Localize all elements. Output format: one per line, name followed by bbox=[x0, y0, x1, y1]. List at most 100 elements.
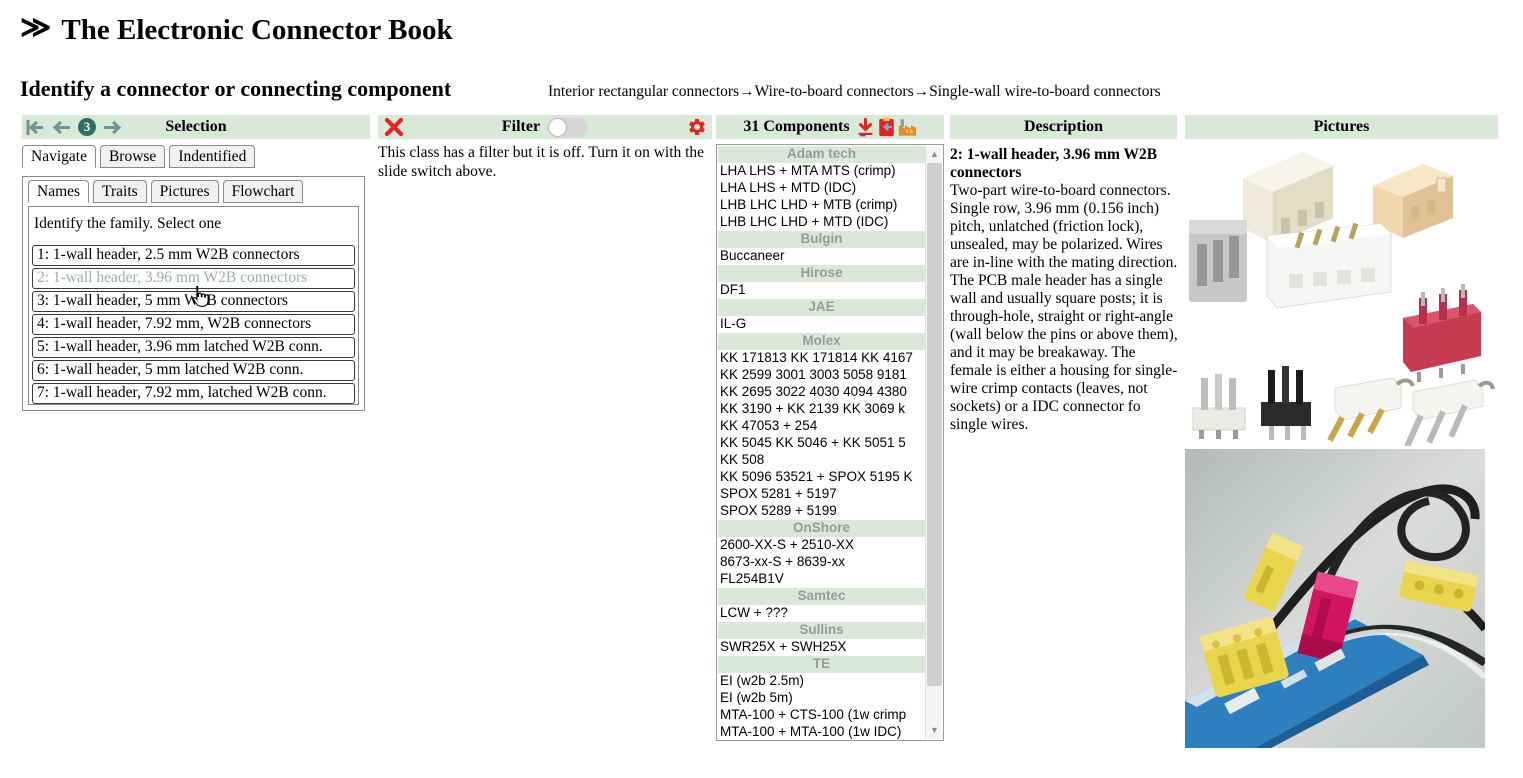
component-item[interactable]: LHB LHC LHD + MTD (IDC) bbox=[718, 214, 925, 231]
forward-arrow-icon[interactable] bbox=[103, 119, 122, 136]
component-item[interactable]: KK 5096 53521 + SPOX 5195 K bbox=[718, 469, 925, 486]
first-page-icon[interactable] bbox=[26, 119, 45, 136]
manufacturer-header: Bulgin bbox=[718, 231, 925, 248]
component-item[interactable]: MTA-100 + MTA-100 (1w IDC) bbox=[718, 724, 925, 739]
pictures-title: Pictures bbox=[1313, 118, 1370, 135]
component-item[interactable]: Buccaneer bbox=[718, 248, 925, 265]
navigate-panel: Names Traits Pictures Flowchart Identify th… bbox=[22, 176, 365, 411]
white-ra-header bbox=[1192, 374, 1246, 439]
back-arrow-icon[interactable] bbox=[52, 119, 71, 136]
white-header-silver-pins bbox=[1404, 379, 1495, 446]
filter-toggle[interactable] bbox=[548, 117, 589, 137]
yellow-connector-top bbox=[1244, 532, 1304, 611]
manufacturer-header: Molex bbox=[718, 333, 925, 350]
component-item[interactable]: KK 3190 + KK 2139 KK 3069 k bbox=[718, 401, 925, 418]
subtab-flowchart[interactable]: Flowchart bbox=[222, 180, 304, 203]
scroll-down-icon[interactable]: ▼ bbox=[930, 725, 939, 735]
family-option-3[interactable]: 3: 1-wall header, 5 mm W2B connectors bbox=[32, 291, 355, 312]
manufacturer-header: Adam tech bbox=[718, 146, 925, 163]
component-item[interactable]: EI (w2b 2.5m) bbox=[718, 673, 925, 690]
component-item[interactable]: LHA LHS + MTD (IDC) bbox=[718, 180, 925, 197]
components-header-bar: 31 Components bbox=[716, 115, 944, 139]
component-item[interactable]: FL254B1V bbox=[718, 571, 925, 588]
family-option-7[interactable]: 7: 1-wall header, 7.92 mm, latched W2B c… bbox=[32, 383, 355, 404]
description-title-label: Description bbox=[1023, 118, 1104, 135]
component-item[interactable]: KK 5045 KK 5046 + KK 5051 5 bbox=[718, 435, 925, 452]
description-family-title: 2: 1-wall header, 3.96 mm W2B connectors bbox=[950, 146, 1158, 181]
filter-title: Filter bbox=[501, 118, 541, 135]
manufacturer-header: Hirose bbox=[718, 265, 925, 282]
selection-nav: 3 bbox=[26, 115, 122, 139]
component-item[interactable]: MTA-100 + CTS-100 (1w crimp bbox=[718, 707, 925, 724]
component-item[interactable]: EI (w2b 5m) bbox=[718, 690, 925, 707]
app-title: The Electronic Connector Book bbox=[61, 14, 453, 46]
component-item[interactable]: SPOX 5289 + 5199 bbox=[718, 503, 925, 520]
manufacturer-header: Sullins bbox=[718, 622, 925, 639]
names-panel: Identify the family. Select one 1: 1-wal… bbox=[28, 206, 359, 405]
component-item[interactable]: SWR25X + SWH25X bbox=[718, 639, 925, 656]
component-item[interactable]: IL-G bbox=[718, 316, 925, 333]
component-item[interactable]: KK 2695 3022 4030 4094 4380 bbox=[718, 384, 925, 401]
family-option-2[interactable]: 2: 1-wall header, 3.96 mm W2B connectors bbox=[32, 268, 355, 289]
component-item[interactable]: DF1 bbox=[718, 282, 925, 299]
component-item[interactable]: SPOX 5281 + 5197 bbox=[718, 486, 925, 503]
scroll-thumb[interactable] bbox=[927, 163, 942, 686]
cream-housing bbox=[1243, 152, 1333, 244]
factory-icon[interactable] bbox=[898, 117, 917, 137]
subtab-pictures[interactable]: Pictures bbox=[150, 180, 219, 203]
components-toolbar bbox=[856, 117, 917, 137]
tab-navigate[interactable]: Navigate bbox=[22, 145, 96, 168]
family-option-5[interactable]: 5: 1-wall header, 3.96 mm latched W2B co… bbox=[32, 337, 355, 358]
red-connector bbox=[1403, 284, 1481, 382]
manufacturer-header: Samtec bbox=[718, 588, 925, 605]
scroll-up-icon[interactable]: ▲ bbox=[930, 149, 939, 159]
component-item[interactable]: LHA LHS + MTA MTS (crimp) bbox=[718, 163, 925, 180]
component-item[interactable]: LCW + ??? bbox=[718, 605, 925, 622]
family-option-1[interactable]: 1: 1-wall header, 2.5 mm W2B connectors bbox=[32, 245, 355, 266]
component-item[interactable]: KK 2599 3001 3003 5058 9181 bbox=[718, 367, 925, 384]
app-header: ≫ The Electronic Connector Book bbox=[20, 10, 453, 47]
components-scrollbar[interactable]: ▲ ▼ bbox=[925, 146, 942, 739]
connector-collage-image bbox=[1185, 140, 1498, 446]
component-item[interactable]: 2600-XX-S + 2510-XX bbox=[718, 537, 925, 554]
manufacturer-header: TE bbox=[718, 656, 925, 673]
components-rows: Adam tech LHA LHS + MTA MTS (crimp) LHA LH… bbox=[718, 146, 925, 739]
breadcrumb: Interior rectangular connectors→Wire-to-… bbox=[548, 83, 1161, 100]
yellow-connector-right bbox=[1399, 559, 1479, 612]
gear-icon[interactable] bbox=[687, 117, 707, 137]
component-item[interactable]: KK 47053 + 254 bbox=[718, 418, 925, 435]
tab-indentified[interactable]: Indentified bbox=[169, 145, 256, 168]
double-chevron-icon: ≫ bbox=[20, 10, 52, 44]
instruction-text: Identify the family. Select one bbox=[34, 215, 222, 232]
toggle-knob bbox=[549, 118, 567, 136]
pictures-header-bar: Pictures bbox=[1185, 115, 1498, 139]
sub-tabs: Names Traits Pictures Flowchart bbox=[28, 180, 307, 203]
white-receptacle bbox=[1266, 222, 1392, 309]
components-list: Adam tech LHA LHS + MTA MTS (crimp) LHA LH… bbox=[716, 144, 944, 741]
selection-header-bar: 3 Selection bbox=[22, 115, 370, 139]
family-option-list: 1: 1-wall header, 2.5 mm W2B connectors 2… bbox=[32, 245, 355, 404]
tab-browse[interactable]: Browse bbox=[99, 145, 166, 168]
description-header-bar: Description bbox=[950, 115, 1177, 139]
component-item[interactable]: LHB LHC LHD + MTB (crimp) bbox=[718, 197, 925, 214]
step-number-badge[interactable]: 3 bbox=[78, 118, 96, 136]
component-item[interactable]: KK 508 bbox=[718, 452, 925, 469]
manufacturer-header: OnShore bbox=[718, 520, 925, 537]
description-text: Two-part wire-to-board connectors. Singl… bbox=[950, 181, 1178, 433]
gray-housing bbox=[1189, 220, 1247, 302]
family-option-6[interactable]: 6: 1-wall header, 5 mm latched W2B conn. bbox=[32, 360, 355, 381]
description-body: 2: 1-wall header, 3.96 mm W2B connectors… bbox=[950, 146, 1179, 434]
filter-message: This class has a filter but it is off. T… bbox=[378, 144, 705, 181]
component-item[interactable]: KK 171813 KK 171814 KK 4167 bbox=[718, 350, 925, 367]
white-header-gold-pins bbox=[1327, 377, 1415, 442]
clipboard-import-icon[interactable] bbox=[878, 117, 895, 137]
magenta-connector bbox=[1297, 571, 1359, 664]
download-icon[interactable] bbox=[856, 117, 875, 137]
family-option-4[interactable]: 4: 1-wall header, 7.92 mm, W2B connector… bbox=[32, 314, 355, 335]
component-item[interactable]: 8673-xx-S + 8639-xx bbox=[718, 554, 925, 571]
close-filter-icon[interactable] bbox=[384, 117, 404, 137]
yellow-connector-left bbox=[1199, 615, 1289, 698]
subtab-traits[interactable]: Traits bbox=[93, 180, 147, 203]
subtab-names[interactable]: Names bbox=[28, 180, 90, 203]
